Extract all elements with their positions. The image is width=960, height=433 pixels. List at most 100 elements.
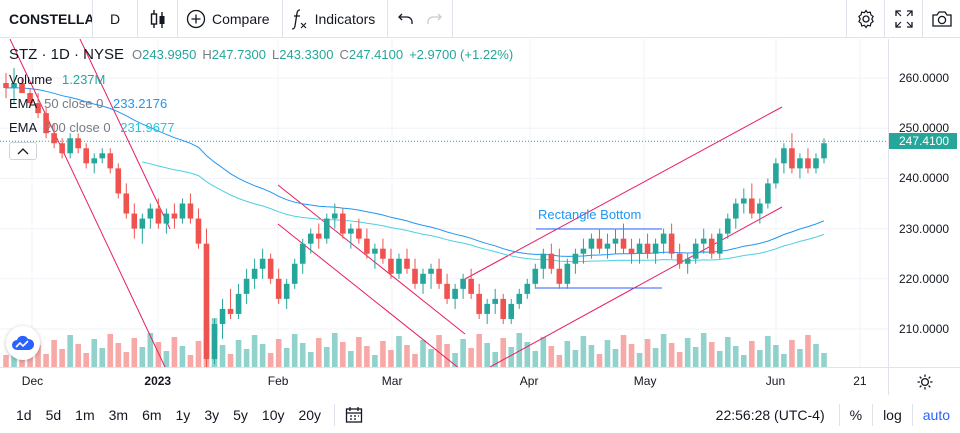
ema200-value: 231.9677 bbox=[120, 120, 175, 135]
indicators-button[interactable]: Indicators bbox=[283, 0, 389, 38]
fullscreen-button[interactable] bbox=[884, 0, 922, 38]
go-to-date-icon[interactable] bbox=[345, 406, 363, 424]
trend-line-dec-2[interactable] bbox=[79, 39, 171, 230]
camera-icon bbox=[931, 11, 952, 27]
candle-body bbox=[35, 103, 41, 114]
candle-body bbox=[75, 138, 81, 149]
volume-bar bbox=[684, 338, 691, 367]
chart-type-button[interactable] bbox=[138, 0, 178, 38]
candle-body bbox=[11, 83, 17, 89]
range-button-5y[interactable]: 5y bbox=[233, 406, 248, 423]
price-chart[interactable]: Rectangle Bottom bbox=[0, 39, 888, 367]
volume-bar bbox=[283, 348, 290, 367]
compare-button[interactable]: Compare bbox=[178, 0, 283, 38]
trend-line-dec-1[interactable] bbox=[9, 39, 166, 367]
candle-body bbox=[283, 283, 290, 299]
range-button-6m[interactable]: 6m bbox=[142, 406, 162, 423]
time-tick-label: Jun bbox=[765, 374, 786, 388]
legend-collapse-button[interactable] bbox=[9, 142, 37, 160]
range-button-1y[interactable]: 1y bbox=[175, 406, 191, 423]
volume-bar bbox=[83, 353, 89, 367]
volume-bar bbox=[43, 354, 49, 367]
candle-body bbox=[781, 148, 787, 164]
volume-bar bbox=[388, 350, 394, 367]
candle-body bbox=[604, 243, 611, 249]
candle-body bbox=[564, 263, 571, 284]
candle-body bbox=[131, 213, 138, 229]
range-button-1m[interactable]: 1m bbox=[75, 406, 95, 423]
volume-bar bbox=[716, 351, 723, 367]
volume-bar bbox=[155, 342, 162, 367]
volume-bar bbox=[732, 346, 739, 367]
volume-bar bbox=[35, 345, 41, 367]
range-button-5d[interactable]: 5d bbox=[45, 406, 62, 423]
range-button-10y[interactable]: 10y bbox=[261, 406, 285, 423]
candle-body bbox=[259, 258, 266, 269]
time-scale[interactable]: Dec 2023 Feb Mar Apr May Jun 21 bbox=[0, 367, 960, 395]
legend-title[interactable]: STZ · 1D · NYSE bbox=[9, 46, 125, 63]
range-button-3m[interactable]: 3m bbox=[108, 406, 129, 423]
legend-ema50[interactable]: EMA 50 close 0 233.2176 bbox=[9, 96, 167, 111]
interval-label: D bbox=[109, 10, 121, 27]
candle-body bbox=[692, 243, 699, 259]
auto-toggle[interactable]: auto bbox=[911, 403, 960, 426]
settings-button[interactable] bbox=[846, 0, 884, 38]
volume-bar bbox=[372, 355, 378, 367]
clock-timezone[interactable]: 22:56:28 (UTC-4) bbox=[715, 406, 825, 423]
legend-open: O243.9950 bbox=[132, 47, 197, 62]
volume-bar bbox=[235, 340, 242, 367]
volume-bar bbox=[821, 353, 827, 367]
bottom-separator bbox=[334, 403, 336, 426]
chart-pane[interactable]: Rectangle Bottom bbox=[0, 39, 888, 367]
ema200-params: 200 close 0 bbox=[44, 120, 111, 135]
volume-bar bbox=[356, 337, 362, 367]
time-scale-settings-button[interactable] bbox=[888, 368, 960, 395]
chart-grid bbox=[0, 39, 888, 367]
symbol-search-button[interactable]: CONSTELLA bbox=[0, 0, 93, 38]
volume-bar bbox=[107, 334, 114, 367]
legend-low: L243.3300 bbox=[272, 47, 334, 62]
volume-value: 1.237M bbox=[62, 72, 106, 87]
sun-settings-icon bbox=[917, 374, 932, 389]
candle-body bbox=[155, 208, 162, 224]
toolbar-right-group bbox=[846, 0, 960, 38]
candle-body bbox=[508, 303, 515, 319]
candle-body bbox=[59, 143, 65, 154]
trend-channel-apr-top[interactable] bbox=[464, 106, 783, 280]
volume-bar bbox=[364, 346, 370, 367]
volume-bar bbox=[131, 338, 138, 367]
range-button-1d[interactable]: 1d bbox=[16, 406, 32, 423]
tradingview-logo-button[interactable] bbox=[6, 326, 40, 360]
redo-icon[interactable] bbox=[426, 12, 443, 26]
legend-volume[interactable]: Volume 1.237M bbox=[9, 72, 105, 87]
volume-bar bbox=[749, 341, 755, 367]
candle-body bbox=[323, 218, 330, 239]
log-toggle[interactable]: log bbox=[872, 403, 912, 426]
candle-body bbox=[628, 248, 635, 254]
range-button-20y[interactable]: 20y bbox=[298, 406, 322, 423]
snapshot-button[interactable] bbox=[922, 0, 960, 38]
candle-body bbox=[797, 158, 803, 169]
volume-bar bbox=[773, 345, 779, 367]
trend-channel-feb-top[interactable] bbox=[277, 184, 466, 335]
interval-button[interactable]: D bbox=[93, 0, 138, 38]
trend-channel-apr-bottom[interactable] bbox=[489, 206, 783, 367]
rectangle-bottom-label[interactable]: Rectangle Bottom bbox=[538, 207, 641, 222]
legend-ema200[interactable]: EMA 200 close 0 231.9677 bbox=[9, 120, 174, 135]
volume-bar bbox=[564, 341, 571, 367]
candle-body bbox=[660, 233, 667, 244]
candle-body bbox=[299, 243, 306, 264]
volume-bar bbox=[476, 334, 482, 367]
volume-bar bbox=[195, 341, 202, 367]
candle-body bbox=[251, 268, 258, 279]
range-button-3y[interactable]: 3y bbox=[204, 406, 220, 423]
volume-bar bbox=[139, 347, 146, 367]
time-tick-label: Apr bbox=[519, 374, 539, 388]
undo-icon[interactable] bbox=[398, 12, 414, 26]
candle-body bbox=[99, 153, 106, 159]
price-scale[interactable]: 260.0000 250.0000 240.0000 230.0000 220.0000… bbox=[888, 39, 960, 367]
volume-bar bbox=[227, 354, 234, 367]
candle-body bbox=[484, 303, 490, 314]
trend-channel-feb-bottom[interactable] bbox=[277, 223, 460, 367]
percent-toggle[interactable]: % bbox=[838, 403, 872, 426]
